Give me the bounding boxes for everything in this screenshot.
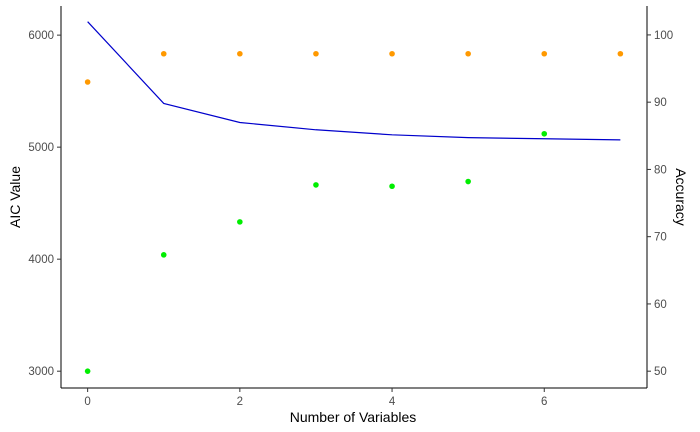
accuracy-point-series-3	[541, 130, 548, 137]
plot-area	[84, 21, 624, 374]
left-y-tick-label: 5000	[28, 142, 54, 154]
x-tick-label: 0	[84, 396, 90, 408]
accuracy-point-series-2	[313, 50, 319, 57]
aic-line	[87, 21, 621, 141]
left-y-tick-label: 4000	[28, 254, 54, 266]
right-y-tick-label: 50	[654, 366, 667, 378]
right-y-tick-label: 80	[654, 164, 667, 176]
right-y-tick-label: 60	[654, 299, 667, 311]
accuracy-point-series-2	[389, 50, 395, 57]
accuracy-point-series-2	[541, 50, 548, 57]
x-tick-label: 4	[389, 396, 396, 408]
left-y-tick-label: 3000	[28, 366, 54, 378]
accuracy-point-series-3	[389, 183, 395, 190]
right-y-tick-label: 70	[654, 232, 667, 244]
accuracy-point-series-3	[237, 219, 243, 225]
axes: 0 2 4 6 3000 4000 5000 6000 50 60 70 80 90 100	[28, 6, 673, 408]
accuracy-point-series-2	[237, 50, 243, 57]
x-tick-label: 6	[541, 396, 547, 408]
x-tick-label: 2	[237, 396, 243, 408]
left-y-axis-title: AIC Value	[7, 166, 23, 228]
accuracy-point-series-3	[465, 178, 471, 185]
accuracy-point-series-2	[465, 50, 471, 57]
accuracy-point-series-2	[617, 50, 624, 57]
x-axis-title: Number of Variables	[290, 409, 417, 425]
accuracy-point-series-3	[84, 368, 91, 374]
accuracy-point-series-3	[160, 252, 167, 258]
accuracy-point-series-2	[84, 79, 91, 85]
right-y-tick-label: 100	[654, 30, 673, 42]
accuracy-point-series-3	[313, 182, 319, 188]
accuracy-point-series-2	[160, 50, 167, 57]
right-y-axis-title: Accuracy	[673, 168, 689, 226]
right-y-tick-label: 90	[654, 97, 667, 109]
left-y-tick-label: 6000	[28, 30, 54, 42]
